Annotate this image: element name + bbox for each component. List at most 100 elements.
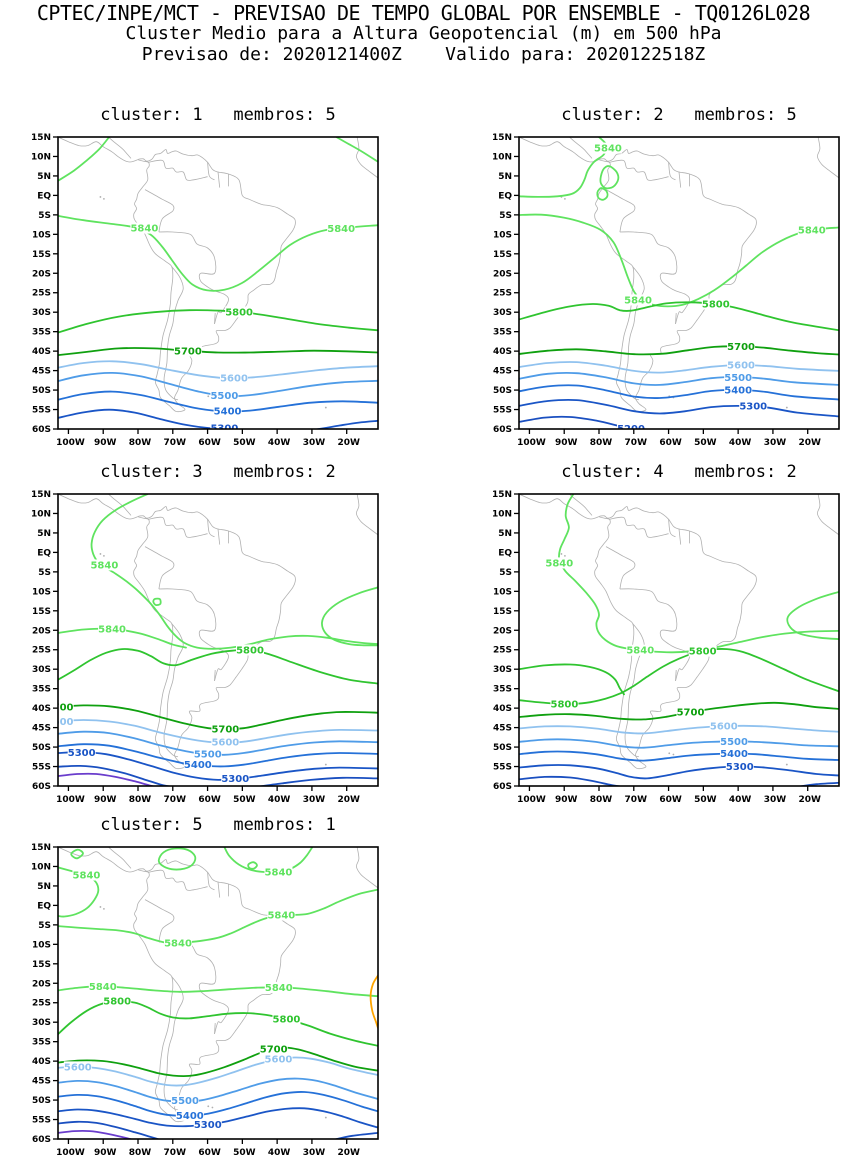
contour-5800: [519, 301, 839, 332]
lat-tick-label: 15S: [493, 250, 512, 260]
contour-label-5600: 5600: [211, 738, 239, 749]
contour-5300: [58, 408, 378, 429]
contour-label-5500: 5500: [194, 750, 222, 761]
map-border: [57, 846, 379, 1140]
contour-5800: [58, 648, 378, 685]
lat-tick-label: 40S: [32, 704, 51, 714]
lon-tick-label: 30W: [303, 1148, 326, 1157]
lat-tick-label: 45S: [32, 1077, 51, 1087]
contour-5840: [519, 213, 839, 308]
contour-label-5840: 5840: [545, 558, 573, 569]
lon-tick-label: 100W: [56, 1148, 85, 1157]
geopotential-contours: [58, 847, 378, 1139]
contour-5200: [256, 776, 378, 786]
geopotential-contours: [58, 494, 378, 786]
lat-tick-label: 40S: [32, 1057, 51, 1067]
south-america-coastline: [58, 847, 378, 1123]
lat-tick-label: 10S: [32, 940, 51, 950]
contour-label-5840: 5840: [624, 295, 652, 306]
lat-tick-label: 40S: [32, 347, 51, 357]
contour-label-5800: 5800: [103, 997, 131, 1008]
lat-tick-label: EQ: [498, 548, 512, 558]
lat-tick-label: 35S: [493, 685, 512, 695]
lon-tick-label: 70W: [164, 795, 187, 805]
lat-tick-label: 5N: [498, 172, 512, 182]
contour-label-5700: 5700: [211, 725, 239, 736]
contour-label-5840: 5840: [164, 939, 192, 950]
lat-tick-label: 25S: [493, 646, 512, 656]
lat-tick-label: 5S: [38, 211, 51, 221]
contour-label-5600: 5600: [265, 1054, 293, 1065]
contour-5500: [519, 738, 839, 749]
contour-5840: [786, 590, 839, 640]
contour-5400: [519, 384, 839, 401]
lat-tick-label: 10N: [31, 152, 51, 162]
panel-cluster-5: cluster: 5 membros: 1 5840 5840 5840 5840 584…: [18, 815, 390, 1157]
lon-tick-label: 70W: [625, 795, 648, 805]
lon-tick-label: 70W: [164, 438, 187, 448]
map-border: [518, 136, 840, 430]
lon-tick-label: 20W: [337, 438, 360, 448]
lat-tick-label: 45S: [32, 724, 51, 734]
lat-tick-label: 60S: [32, 425, 51, 435]
contour-label-5840: 5840: [267, 911, 295, 922]
contour-5840: [321, 586, 378, 647]
contour-label-5840: 5840: [73, 871, 101, 882]
lon-tick-label: 100W: [517, 438, 546, 448]
contour-5500: [58, 1077, 378, 1103]
lon-tick-label: 40W: [729, 795, 752, 805]
lat-tick-label: 5S: [499, 211, 512, 221]
axes: 15N10N5NEQ5S10S15S20S25S30S35S40S45S50S5…: [31, 133, 379, 448]
contour-label-5600: 5600: [710, 722, 738, 733]
contour-5800: [58, 1000, 378, 1047]
lat-tick-label: 35S: [32, 685, 51, 695]
panel-cluster-2: cluster: 2 membros: 5 5840 5840 5840 5800 570…: [479, 105, 847, 457]
lat-tick-label: 40S: [493, 347, 512, 357]
lon-tick-label: 70W: [625, 438, 648, 448]
contour-5840: [599, 165, 620, 190]
contour-5100: [58, 772, 158, 786]
contour-5400: [58, 1091, 378, 1117]
lat-tick-label: 25S: [493, 289, 512, 299]
contour-5600: [58, 360, 378, 380]
lat-tick-label: 30S: [493, 308, 512, 318]
lat-tick-label: EQ: [37, 901, 51, 911]
panel-cluster-1: cluster: 1 membros: 5 5840 5840 5800 5700 560…: [18, 105, 390, 457]
lon-tick-label: 40W: [729, 438, 752, 448]
contour-label-5840: 5840: [130, 224, 158, 235]
contour-5840: [152, 597, 162, 606]
map-border: [518, 493, 840, 787]
south-america-coastline: [58, 137, 378, 413]
contour-5840: [58, 888, 378, 945]
contour-label-5500: 5500: [210, 391, 238, 402]
contour-label-5840: 5840: [626, 646, 654, 657]
lon-tick-label: 80W: [590, 795, 613, 805]
contour-label-5800: 5800: [225, 307, 253, 318]
axes: 15N10N5NEQ5S10S15S20S25S30S35S40S45S50S5…: [492, 133, 840, 448]
contour-label-5600: 5600: [64, 1062, 92, 1073]
map-plot-cluster-3: 5840584058005700570056005600550054005300…: [31, 490, 379, 805]
map-border: [57, 493, 379, 787]
lat-tick-label: 20S: [32, 269, 51, 279]
lat-tick-label: 20S: [32, 626, 51, 636]
contour-label-5500: 5500: [720, 737, 748, 748]
axes: 15N10N5NEQ5S10S15S20S25S30S35S40S45S50S5…: [492, 490, 840, 805]
contour-label-5840: 5840: [594, 144, 622, 155]
contour-5300: [519, 398, 839, 418]
map-border: [57, 136, 379, 430]
lat-tick-label: 15S: [32, 607, 51, 617]
lat-tick-label: 50S: [32, 743, 51, 753]
contour-label-5840: 5840: [265, 983, 293, 994]
contour-label-5800: 5800: [273, 1014, 301, 1025]
panel-title: cluster: 3 membros: 2: [100, 462, 336, 482]
contour-label-5300: 5300: [210, 424, 238, 435]
lat-tick-label: 5N: [37, 529, 51, 539]
contour-label-5800: 5800: [236, 645, 264, 656]
lat-tick-label: 40S: [493, 704, 512, 714]
lon-tick-label: 90W: [94, 795, 117, 805]
lat-tick-label: 10N: [492, 509, 512, 519]
contour-labels: 5840 5840 5800 5700 5600 5500 5400 5300: [130, 222, 356, 435]
